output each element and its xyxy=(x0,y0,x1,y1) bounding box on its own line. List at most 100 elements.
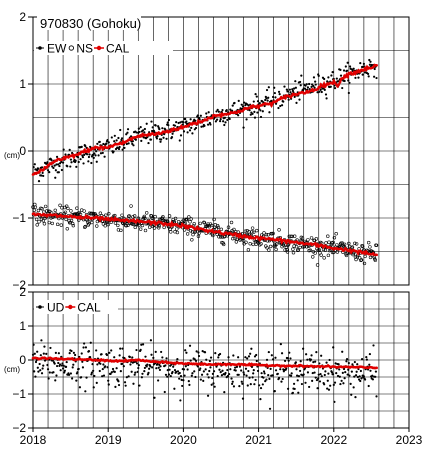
data-point xyxy=(31,353,35,356)
data-point xyxy=(190,374,193,377)
data-point xyxy=(300,236,305,240)
data-point xyxy=(282,100,285,103)
data-point xyxy=(55,364,59,368)
data-point xyxy=(253,383,256,386)
data-point xyxy=(106,138,109,142)
data-point xyxy=(130,370,133,373)
data-point xyxy=(249,383,252,386)
data-point xyxy=(325,361,328,364)
data-point xyxy=(167,214,172,218)
data-point xyxy=(338,368,341,371)
data-point xyxy=(69,372,73,375)
data-point xyxy=(224,371,227,375)
data-point xyxy=(142,214,146,219)
data-point xyxy=(143,127,146,131)
data-point xyxy=(38,362,41,366)
data-point xyxy=(342,69,346,72)
data-point xyxy=(37,370,40,373)
data-point xyxy=(110,349,113,352)
data-point xyxy=(119,128,122,132)
cal-point xyxy=(356,252,360,255)
data-point xyxy=(289,234,293,238)
data-point xyxy=(31,205,35,209)
cal-point xyxy=(372,65,375,69)
data-point xyxy=(104,365,107,368)
data-point xyxy=(190,126,193,129)
data-point xyxy=(102,374,106,377)
data-point xyxy=(68,148,71,151)
cal-point xyxy=(331,82,335,85)
cal-point xyxy=(134,220,138,224)
data-point xyxy=(167,124,170,127)
cal-point xyxy=(196,122,199,126)
data-point xyxy=(182,121,185,124)
data-point xyxy=(160,138,163,141)
data-point xyxy=(327,76,330,79)
data-point xyxy=(248,376,251,379)
data-point xyxy=(33,163,36,166)
data-point xyxy=(308,87,311,91)
data-point xyxy=(182,228,187,232)
data-point xyxy=(188,220,192,224)
data-point xyxy=(162,136,165,139)
data-point xyxy=(81,360,84,363)
data-point xyxy=(326,379,329,382)
data-point xyxy=(80,352,83,355)
data-point xyxy=(184,365,187,368)
data-point xyxy=(356,375,359,379)
data-point xyxy=(151,366,154,369)
data-point xyxy=(159,140,162,143)
data-point xyxy=(202,220,206,224)
data-point xyxy=(335,243,339,247)
data-point xyxy=(71,366,74,369)
data-point xyxy=(361,73,364,76)
data-point xyxy=(178,371,181,375)
cal-point xyxy=(153,220,156,223)
data-point xyxy=(132,144,135,147)
data-point xyxy=(123,381,127,384)
data-point xyxy=(278,92,281,96)
data-point xyxy=(141,129,145,132)
data-point xyxy=(245,229,249,233)
data-point xyxy=(173,387,176,390)
cal-point xyxy=(321,85,325,88)
data-point xyxy=(367,384,370,388)
data-point xyxy=(202,370,205,373)
cal-point xyxy=(130,138,134,141)
data-point xyxy=(273,91,276,95)
data-point xyxy=(291,247,295,251)
cal-point xyxy=(234,232,237,235)
data-point xyxy=(311,379,314,382)
data-point xyxy=(117,136,120,140)
cal-point xyxy=(170,221,174,225)
data-point xyxy=(94,154,97,157)
data-point xyxy=(158,127,161,131)
data-point xyxy=(274,247,278,252)
data-point xyxy=(167,118,171,122)
data-point xyxy=(143,366,146,370)
data-point xyxy=(88,153,91,156)
data-point xyxy=(93,152,96,155)
data-point xyxy=(350,370,353,373)
data-point xyxy=(46,368,50,371)
y-tick-label: −2 xyxy=(12,421,26,435)
data-point xyxy=(247,355,251,358)
data-point xyxy=(314,360,317,363)
data-point xyxy=(245,118,248,121)
data-point xyxy=(259,386,263,390)
data-point xyxy=(55,155,59,158)
data-point xyxy=(267,86,270,89)
data-point xyxy=(148,225,152,229)
data-point xyxy=(144,355,147,358)
data-point xyxy=(173,124,177,127)
data-point xyxy=(302,347,305,350)
data-point xyxy=(87,350,91,353)
data-point xyxy=(319,253,323,257)
data-point xyxy=(219,118,222,121)
data-point xyxy=(58,363,62,366)
data-point xyxy=(347,244,352,249)
data-point xyxy=(375,76,378,80)
data-point xyxy=(335,372,338,375)
legend-label: NS xyxy=(76,42,93,56)
cal-point xyxy=(186,226,190,230)
